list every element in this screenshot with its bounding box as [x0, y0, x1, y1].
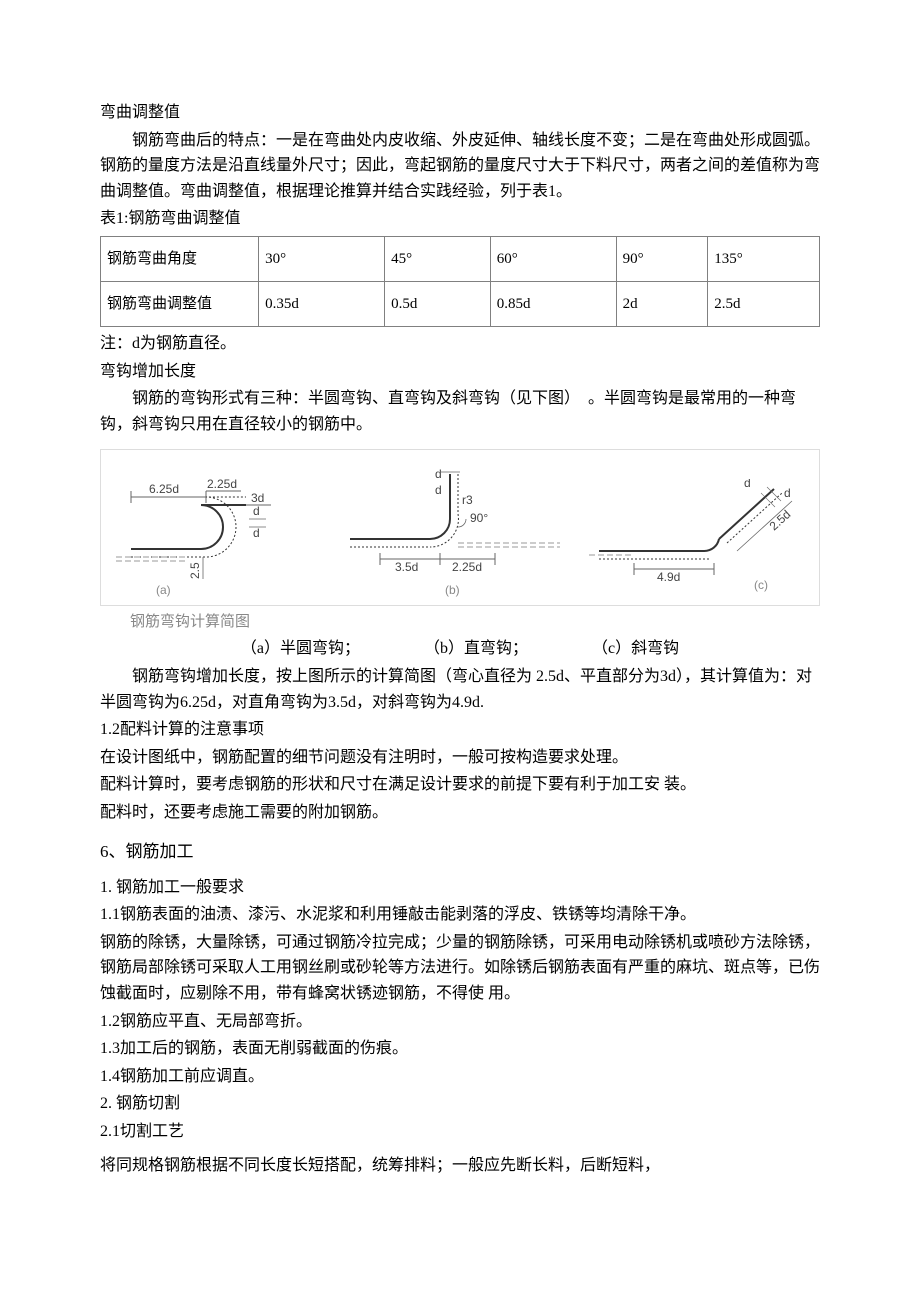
svg-text:(b): (b): [445, 583, 460, 597]
bend-adjust-paragraph: 钢筋弯曲后的特点：一是在弯曲处内皮收缩、外皮延伸、轴线长度不变；二是在弯曲处形成…: [100, 128, 820, 205]
bend-adjust-table: 钢筋弯曲角度 30° 45° 60° 90° 135° 钢筋弯曲调整值 0.35…: [100, 236, 820, 327]
svg-text:(c): (c): [754, 578, 768, 592]
s6-14: 1.4钢筋加工前应调直。: [100, 1064, 820, 1090]
svg-text:(a): (a): [156, 583, 171, 597]
diagram-b: d d r3 90°: [340, 464, 570, 599]
s6-rust: 钢筋的除锈，大量除锈，可通过钢筋冷拉完成；少量的钢筋除锈，可采用电动除锈机或喷砂…: [100, 930, 820, 1007]
notes-heading: 1.2配料计算的注意事项: [100, 717, 820, 743]
s6-2-heading: 2. 钢筋切割: [100, 1091, 820, 1117]
hook-length-paragraph: 钢筋的弯钩形式有三种：半圆弯钩、直弯钩及斜弯钩（见下图） 。半圆弯钩是最常用的一…: [100, 386, 820, 437]
table-cell: 2d: [616, 281, 708, 326]
hook-type-b: （b）直弯钩；: [424, 640, 528, 657]
notes-p2: 配料计算时，要考虑钢筋的形状和尺寸在满足设计要求的前提下要有利于加工安 装。: [100, 772, 820, 798]
hook-diagrams: 6.25d 2.25d 3d d d 2.5: [100, 449, 820, 606]
hook-type-c: （c）斜弯钩: [592, 640, 679, 657]
svg-text:2.25d: 2.25d: [207, 479, 237, 491]
table-cell: 135°: [708, 236, 820, 281]
table-cell: 0.35d: [259, 281, 385, 326]
diagram-c: d d 2.5d 4.9d (c): [589, 479, 809, 599]
section-6-heading: 6、钢筋加工: [100, 838, 820, 865]
svg-text:r3: r3: [462, 493, 473, 507]
table-cell: 0.5d: [385, 281, 491, 326]
svg-text:d: d: [435, 467, 442, 481]
table-row: 钢筋弯曲调整值 0.35d 0.5d 0.85d 2d 2.5d: [101, 281, 820, 326]
svg-text:6.25d: 6.25d: [149, 482, 179, 496]
table-cell: 0.85d: [490, 281, 616, 326]
hook-type-a: （a）半圆弯钩；: [241, 640, 360, 657]
svg-text:3d: 3d: [251, 491, 264, 505]
hook-length-heading: 弯钩增加长度: [100, 359, 820, 385]
s6-21-para: 将同规格钢筋根据不同长度长短搭配，统筹排料；一般应先断长料，后断短料，: [100, 1153, 820, 1179]
svg-text:2.25d: 2.25d: [452, 560, 482, 574]
table-note: 注：d为钢筋直径。: [100, 331, 820, 357]
table-row: 钢筋弯曲角度 30° 45° 60° 90° 135°: [101, 236, 820, 281]
table-cell: 2.5d: [708, 281, 820, 326]
table-cell: 钢筋弯曲角度: [101, 236, 259, 281]
svg-text:d: d: [784, 486, 791, 500]
notes-p3: 配料时，还要考虑施工需要的附加钢筋。: [100, 800, 820, 826]
diagram-a: 6.25d 2.25d 3d d d 2.5: [111, 479, 321, 599]
table-caption: 表1:钢筋弯曲调整值: [100, 206, 820, 232]
svg-text:4.9d: 4.9d: [657, 570, 680, 584]
svg-text:d: d: [435, 483, 442, 497]
svg-text:d: d: [744, 479, 751, 490]
hook-calc-paragraph: 钢筋弯钩增加长度，按上图所示的计算简图（弯心直径为 2.5d、平直部分为3d），…: [100, 664, 820, 715]
table-cell: 90°: [616, 236, 708, 281]
bend-adjust-heading: 弯曲调整值: [100, 100, 820, 126]
svg-text:d: d: [253, 504, 260, 518]
hook-type-labels: （a）半圆弯钩； （b）直弯钩； （c）斜弯钩: [100, 636, 820, 662]
table-cell: 60°: [490, 236, 616, 281]
svg-text:90°: 90°: [470, 511, 488, 525]
s6-13: 1.3加工后的钢筋，表面无削弱截面的伤痕。: [100, 1036, 820, 1062]
svg-text:d: d: [253, 526, 260, 540]
s6-11: 1.1钢筋表面的油渍、漆污、水泥浆和利用锤敲击能剥落的浮皮、铁锈等均清除干净。: [100, 902, 820, 928]
svg-text:2.5: 2.5: [188, 562, 202, 579]
s6-1-heading: 1. 钢筋加工一般要求: [100, 875, 820, 901]
s6-12: 1.2钢筋应平直、无局部弯折。: [100, 1009, 820, 1035]
notes-p1: 在设计图纸中，钢筋配置的细节问题没有注明时，一般可按构造要求处理。: [100, 745, 820, 771]
s6-21-heading: 2.1切割工艺: [100, 1119, 820, 1145]
diagram-caption: 钢筋弯钩计算简图: [130, 610, 820, 634]
table-cell: 钢筋弯曲调整值: [101, 281, 259, 326]
svg-text:3.5d: 3.5d: [395, 560, 418, 574]
table-cell: 45°: [385, 236, 491, 281]
table-cell: 30°: [259, 236, 385, 281]
